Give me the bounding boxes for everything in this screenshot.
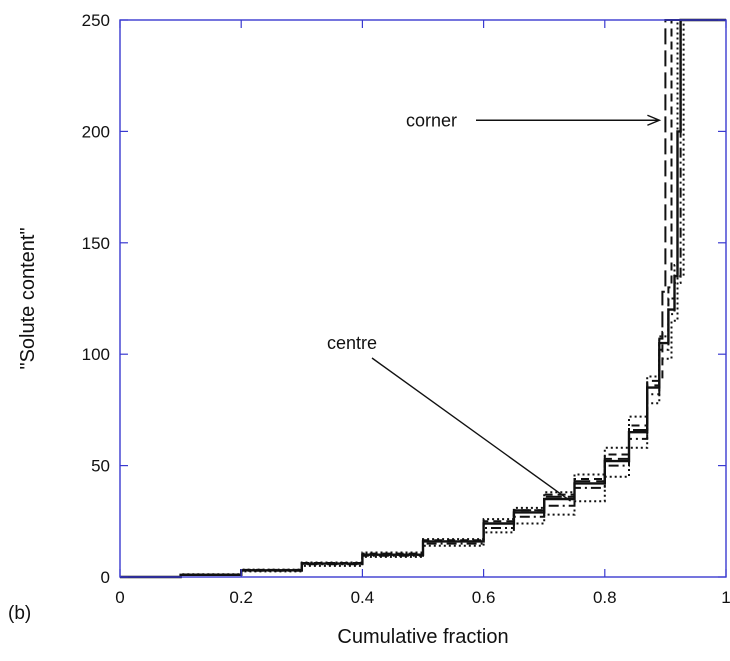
y-tick-label: 200 — [82, 122, 110, 141]
series-line-4-dashed — [120, 19, 726, 578]
y-tick-label: 150 — [82, 234, 110, 253]
annotation-centre-line — [371, 357, 571, 502]
series-line-1-solid — [120, 18, 726, 579]
annotation-centre: centre — [327, 333, 377, 353]
x-tick-label: 0.6 — [472, 588, 496, 607]
x-tick-label: 0 — [115, 588, 124, 607]
series-layer — [120, 18, 726, 579]
y-tick-label: 250 — [82, 11, 110, 30]
series-line-3-dotted — [120, 19, 726, 578]
series-line-2-dotted — [120, 19, 726, 578]
panel-label: (b) — [8, 603, 31, 624]
series-line-6-longdash — [120, 19, 726, 578]
ticks-layer: 0 0.2 0.4 0.6 0.8 1 0 50 100 150 200 250 — [82, 11, 730, 607]
x-tick-label: 1 — [721, 588, 730, 607]
y-tick-label: 50 — [91, 457, 110, 476]
x-tick-label: 0.4 — [351, 588, 375, 607]
x-tick-label: 0.8 — [593, 588, 617, 607]
x-axis-title: Cumulative fraction — [337, 626, 508, 648]
plot-frame — [119, 19, 727, 578]
annotation-corner: corner — [406, 110, 457, 130]
annotation-layer: corner centre — [327, 110, 662, 502]
y-tick-label: 0 — [101, 568, 110, 587]
x-tick-label: 0.2 — [229, 588, 253, 607]
y-tick-label: 100 — [82, 345, 110, 364]
series-line-5-dashdot — [120, 19, 726, 578]
annotation-corner-arrowhead — [647, 114, 662, 126]
y-axis-title: "Solute content" — [17, 227, 39, 369]
